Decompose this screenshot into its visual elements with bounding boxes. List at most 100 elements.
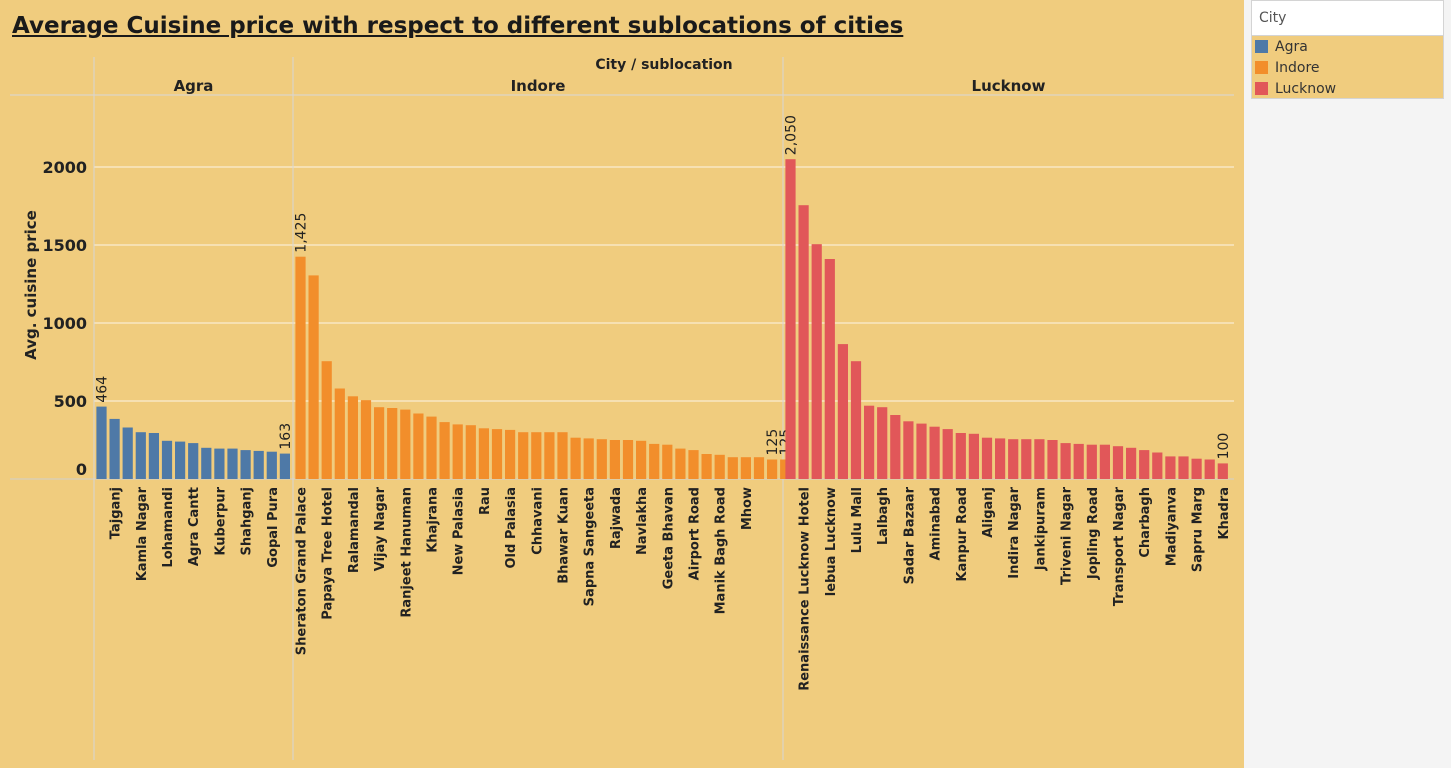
- x-tick-label: Geeta Bhavan: [661, 487, 676, 589]
- bar-indore: [334, 388, 345, 479]
- bar-agra: [240, 450, 251, 479]
- x-tick-label: Madiyanva: [1164, 487, 1179, 566]
- bar-indore: [387, 408, 398, 479]
- bar-lucknow: [1073, 443, 1084, 479]
- bar-indore: [478, 428, 489, 479]
- x-tick-label: Bhawar Kuan: [557, 487, 572, 584]
- bar-indore: [347, 396, 358, 479]
- legend-swatch-agra: [1255, 40, 1268, 53]
- chart-title: Average Cuisine price with respect to di…: [12, 13, 904, 39]
- bar-indore: [675, 448, 686, 479]
- legend-swatch-lucknow: [1255, 82, 1268, 95]
- bar-lucknow: [1021, 439, 1032, 479]
- bar-agra: [175, 441, 186, 479]
- bar-lucknow: [903, 421, 914, 479]
- panel-header-lucknow: Lucknow: [972, 77, 1046, 95]
- legend-title: City: [1252, 1, 1443, 36]
- bar-indore: [727, 457, 738, 479]
- bar-indore: [518, 432, 529, 479]
- bar-indore: [400, 409, 411, 479]
- bar-lucknow: [1060, 443, 1071, 479]
- bar-agra: [96, 406, 107, 479]
- legend-item-agra[interactable]: Agra: [1252, 36, 1443, 57]
- bar-indore: [531, 432, 542, 479]
- x-tick-label: Jopling Road: [1086, 487, 1101, 580]
- x-tick-label: Sapna Sangeeta: [583, 487, 598, 606]
- x-tick-label: Papaya Tree Hotel: [321, 487, 336, 620]
- bar-lucknow: [1204, 459, 1215, 479]
- x-tick-label: Mhow: [740, 487, 755, 530]
- x-tick-label: Kanpur Road: [955, 487, 970, 582]
- bar-lucknow: [824, 259, 835, 479]
- column-header-label: City / sublocation: [595, 57, 732, 73]
- panel-header-agra: Agra: [174, 77, 214, 95]
- bar-lucknow: [1165, 456, 1176, 479]
- bar-lucknow: [955, 433, 966, 479]
- data-label: 125: [765, 429, 781, 456]
- bar-indore: [780, 459, 791, 479]
- x-tick-label: Renaissance Lucknow Hotel: [798, 487, 813, 691]
- legend-item-indore[interactable]: Indore: [1252, 57, 1443, 78]
- bar-lucknow: [995, 438, 1006, 479]
- y-tick-label: 2000: [42, 158, 87, 177]
- bar-lucknow: [798, 205, 809, 479]
- bar-indore: [622, 440, 634, 479]
- bar-agra: [109, 418, 120, 479]
- bar-lucknow: [1047, 440, 1058, 479]
- bar-indore: [544, 432, 555, 479]
- bar-indore: [662, 444, 673, 479]
- x-tick-label: Manik Bagh Road: [714, 487, 729, 614]
- x-tick-label: Lulu Mall: [850, 487, 865, 553]
- dashboard-canvas: Average Cuisine price with respect to di…: [0, 0, 1244, 768]
- bar-lucknow: [1217, 463, 1228, 479]
- y-tick-label: 1000: [42, 314, 87, 333]
- x-tick-label: Navlakha: [635, 487, 650, 555]
- legend-item-lucknow[interactable]: Lucknow: [1252, 78, 1443, 99]
- legend-label-indore: Indore: [1275, 59, 1320, 76]
- bar-lucknow: [1139, 450, 1150, 479]
- bar-agra: [135, 432, 146, 479]
- data-label: 464: [95, 376, 111, 403]
- bar-lucknow: [1126, 447, 1137, 479]
- x-tick-label: Gopal Pura: [266, 487, 281, 568]
- x-tick-label: Triveni Nagar: [1060, 486, 1075, 585]
- bar-indore: [439, 422, 450, 479]
- legend-label-lucknow: Lucknow: [1275, 80, 1337, 97]
- bar-indore: [740, 457, 751, 479]
- data-label: 1,425: [294, 213, 310, 253]
- x-tick-label: Khajrana: [426, 487, 441, 553]
- data-label: 100: [1216, 433, 1232, 460]
- bar-indore: [583, 438, 594, 479]
- x-tick-label: Vijay Nagar: [373, 486, 388, 571]
- bar-lucknow: [1152, 452, 1163, 479]
- x-tick-label: Ralamandal: [347, 487, 362, 573]
- legend-label-agra: Agra: [1275, 38, 1308, 55]
- x-tick-label: Lohamandi: [161, 487, 176, 568]
- bar-indore: [649, 443, 660, 479]
- data-label: 163: [278, 423, 294, 450]
- x-tick-label: Kuberpur: [213, 486, 228, 555]
- x-tick-label: Jankipuram: [1033, 487, 1048, 571]
- bar-agra: [148, 433, 159, 479]
- x-tick-label: Indira Nagar: [1007, 486, 1022, 578]
- y-tick-label: 0: [76, 460, 87, 479]
- x-tick-label: Shahganj: [240, 487, 255, 555]
- bar-indore: [308, 275, 319, 479]
- bar-indore: [557, 432, 568, 479]
- bar-lucknow: [1191, 458, 1202, 479]
- bar-lucknow: [1086, 444, 1097, 479]
- bar-lucknow: [929, 426, 940, 479]
- x-tick-label: Sapru Marg: [1191, 487, 1206, 572]
- bar-indore: [413, 413, 424, 479]
- y-axis-title: Avg. cuisine price: [22, 210, 40, 360]
- x-tick-label: Old Palasia: [504, 487, 519, 569]
- bar-indore: [636, 440, 647, 479]
- bar-agra: [161, 440, 173, 479]
- bar-lucknow: [1099, 444, 1110, 479]
- panel-header-indore: Indore: [511, 77, 566, 95]
- x-tick-label: lebua Lucknow: [824, 487, 839, 596]
- x-tick-label: Agra Cantt: [187, 487, 202, 566]
- legend[interactable]: City Agra Indore Lucknow: [1251, 0, 1444, 99]
- bar-agra: [201, 447, 212, 479]
- x-tick-label: Rajwada: [609, 487, 624, 549]
